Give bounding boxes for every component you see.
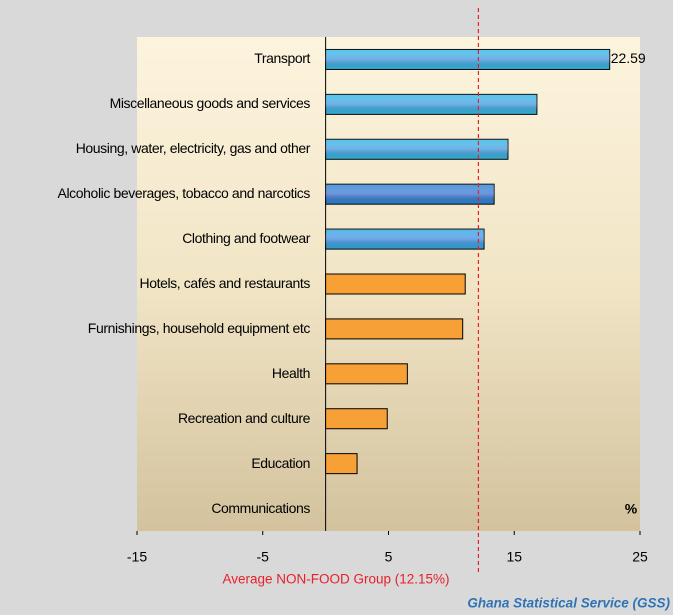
category-label: Alcoholic beverages, tobacco and narcoti… — [0, 185, 311, 203]
source: Ghana Statistical Service (GSS) — [467, 596, 670, 611]
bar — [325, 408, 388, 430]
x-tick-label: -15 — [127, 549, 147, 565]
x-tick-label: -5 — [257, 549, 270, 565]
category-text: Clothing and footwear — [182, 230, 310, 247]
category-text: Health — [271, 364, 310, 381]
bar — [325, 453, 358, 475]
category-label: Miscellaneous goods and services — [0, 95, 311, 113]
bar-shine — [325, 49, 610, 70]
annotation: Average NON-FOOD Group (12.15%) — [222, 572, 449, 587]
category-text: Alcoholic beverages, tobacco and narcoti… — [57, 185, 311, 202]
category-text: Communications — [211, 499, 310, 516]
data-label: 22.59 — [611, 50, 646, 66]
bar-shine — [325, 184, 495, 205]
category-label: Furnishings, household equipment etc — [0, 319, 311, 338]
category-label: Recreation and culture — [0, 410, 310, 428]
bar — [325, 318, 464, 340]
category-label: Housing, water, electricity, gas and oth… — [0, 140, 311, 158]
category-label: Clothing and footwear — [0, 230, 310, 248]
bar — [325, 273, 466, 295]
category-label: Education — [0, 455, 310, 473]
category-label: Transport — [0, 50, 310, 68]
x-tick-label: 5 — [385, 549, 393, 565]
category-text: Transport — [254, 50, 310, 67]
category-label: Health — [0, 365, 310, 383]
category-label: Hotels, cafés and restaurants — [0, 275, 311, 293]
category-text: Education — [251, 454, 310, 471]
category-text: Furnishings, household equipment etc — [87, 319, 311, 336]
unit-label: % — [625, 501, 638, 517]
category-text: Recreation and culture — [177, 409, 310, 426]
category-label: Communications — [0, 500, 310, 518]
category-text: Hotels, cafés and restaurants — [139, 275, 311, 291]
bar-shine — [325, 94, 537, 115]
x-tick-label: 15 — [506, 549, 522, 565]
bar-shine — [325, 139, 508, 160]
category-text: Miscellaneous goods and services — [109, 95, 311, 112]
category-text: Housing, water, electricity, gas and oth… — [75, 140, 311, 157]
bar-shine — [325, 229, 485, 250]
x-tick-label: 25 — [632, 549, 648, 565]
bar — [325, 363, 408, 385]
